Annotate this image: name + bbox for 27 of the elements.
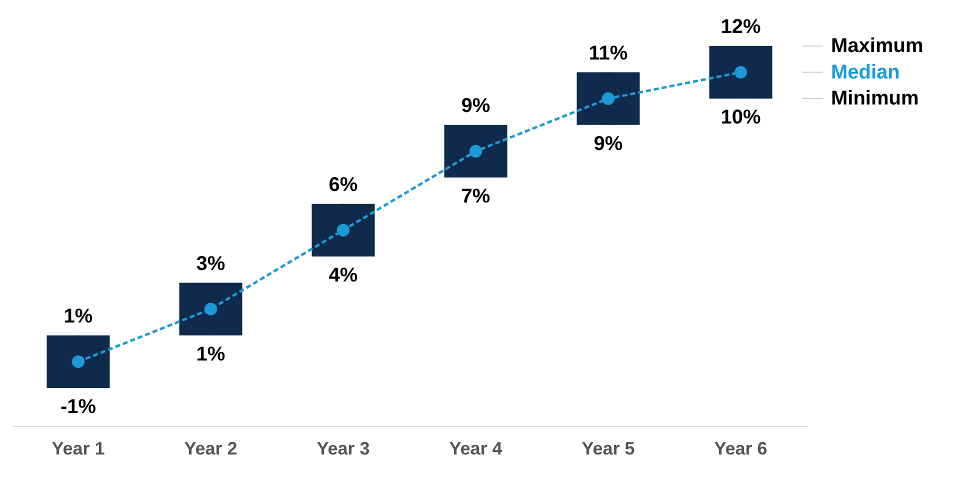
x-tick-label: Year 2 [184, 438, 238, 458]
x-tick-label: Year 1 [52, 438, 105, 458]
text: Median [831, 61, 900, 84]
x-tick-label: Year 3 [316, 438, 370, 458]
x-tick-label: Year 6 [714, 438, 768, 458]
point [602, 92, 615, 105]
annotation: 4% [328, 264, 358, 286]
annotation: 6% [328, 174, 358, 196]
point [72, 355, 85, 368]
text: Minimum [831, 88, 919, 110]
annotation: 9% [461, 94, 490, 117]
annotation: 1% [196, 343, 226, 366]
x-tick-label: Year 5 [582, 438, 635, 458]
annotation: -1% [60, 396, 96, 418]
point [204, 302, 218, 316]
point [734, 66, 748, 79]
point [469, 144, 482, 158]
x-tick-label: Year 4 [449, 438, 502, 458]
point [336, 224, 350, 236]
annotation: 7% [461, 186, 490, 208]
annotation: 10% [720, 106, 761, 129]
annotation: 3% [196, 252, 226, 275]
annotation: 12% [720, 16, 761, 38]
annotation: 1% [64, 305, 93, 328]
annotation: 9% [594, 132, 623, 155]
annotation: 11% [588, 42, 628, 64]
text: Maximum [831, 35, 924, 57]
